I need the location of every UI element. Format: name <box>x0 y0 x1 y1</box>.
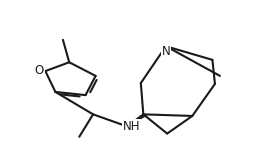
Text: N: N <box>162 45 170 58</box>
Text: O: O <box>35 64 44 77</box>
Text: NH: NH <box>123 120 140 133</box>
